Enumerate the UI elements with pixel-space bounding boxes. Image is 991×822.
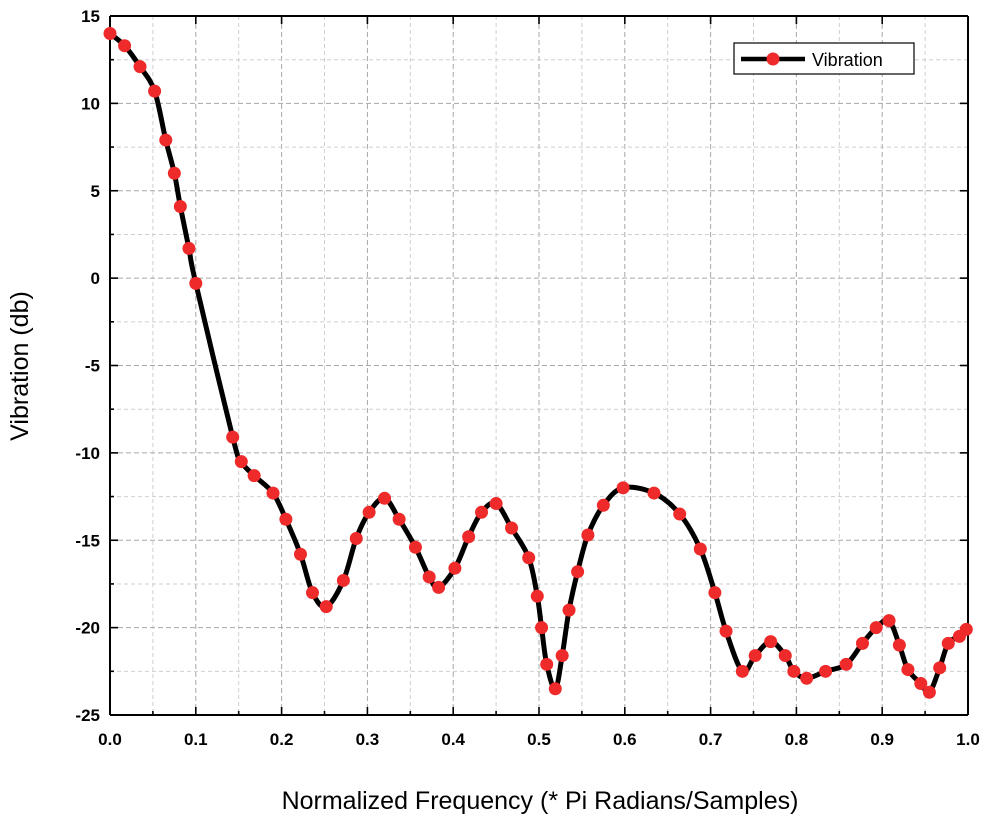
x-tick-label: 0.4 <box>441 730 465 749</box>
data-point <box>226 430 240 444</box>
data-point <box>148 84 162 98</box>
data-point <box>189 276 203 290</box>
data-point <box>719 624 733 638</box>
data-point <box>392 512 406 526</box>
data-point <box>581 528 595 542</box>
data-point <box>735 664 749 678</box>
data-point <box>555 649 569 663</box>
data-point <box>234 455 248 469</box>
data-point <box>448 561 462 575</box>
data-point <box>408 540 422 554</box>
data-point <box>505 521 519 535</box>
data-point <box>103 26 117 40</box>
data-point <box>167 166 181 180</box>
data-point <box>548 682 562 696</box>
data-point <box>133 60 147 74</box>
data-point <box>748 649 762 663</box>
data-point <box>787 664 801 678</box>
y-tick-label: -20 <box>75 619 100 638</box>
y-tick-label: 5 <box>91 182 100 201</box>
data-point <box>336 573 350 587</box>
x-tick-label: 0.6 <box>613 730 637 749</box>
data-point <box>247 469 261 483</box>
data-point <box>800 671 814 685</box>
y-tick-label: 10 <box>81 94 100 113</box>
data-point <box>647 486 661 500</box>
data-point <box>159 133 173 147</box>
data-point <box>869 621 883 635</box>
data-point <box>362 505 376 519</box>
data-point <box>882 614 896 628</box>
data-point <box>535 621 549 635</box>
data-point <box>571 565 585 579</box>
data-point <box>673 507 687 521</box>
data-point <box>422 570 436 584</box>
data-point <box>892 638 906 652</box>
data-point <box>522 551 536 565</box>
marker-layer <box>103 26 973 699</box>
y-tick-label: -5 <box>85 357 100 376</box>
data-point <box>540 657 554 671</box>
x-tick-label: 1.0 <box>956 730 980 749</box>
data-point <box>319 600 333 614</box>
y-tick-label: 0 <box>91 269 100 288</box>
x-axis-title: Normalized Frequency (* Pi Radians/Sampl… <box>282 787 799 815</box>
x-tick-label: 0.0 <box>98 730 122 749</box>
data-point <box>432 580 446 594</box>
data-point <box>819 664 833 678</box>
data-point <box>173 199 187 213</box>
data-point <box>914 677 928 691</box>
x-tick-label: 0.7 <box>699 730 723 749</box>
x-tick-label: 0.3 <box>356 730 380 749</box>
data-point <box>959 622 973 636</box>
data-point <box>462 530 476 544</box>
data-point <box>349 532 363 546</box>
data-point <box>118 39 132 53</box>
data-point <box>616 481 630 495</box>
data-point <box>839 657 853 671</box>
y-tick-label: -25 <box>75 706 100 725</box>
data-point <box>293 547 307 561</box>
y-tick-label: 15 <box>81 7 100 26</box>
x-tick-label: 0.1 <box>184 730 208 749</box>
data-point <box>530 589 544 603</box>
data-point <box>901 663 915 677</box>
data-point <box>708 586 722 600</box>
y-axis-title: Vibration (db) <box>6 291 34 441</box>
data-point <box>305 586 319 600</box>
legend-marker-sample <box>766 52 780 66</box>
y-tick-label: -10 <box>75 444 100 463</box>
data-point <box>378 491 392 505</box>
axes: 0.0 0.1 0.2 0.3 0.4 0.5 0.6 0.7 0.8 0.9 1.0 -25 -20 -… <box>75 7 979 749</box>
legend-label: Vibration <box>812 50 883 70</box>
data-point <box>922 685 936 699</box>
data-point <box>489 497 503 511</box>
data-point <box>693 542 707 556</box>
x-tick-label: 0.8 <box>785 730 809 749</box>
x-tick-label: 0.2 <box>270 730 294 749</box>
data-point <box>764 635 778 649</box>
data-point <box>596 498 610 512</box>
data-point <box>562 603 576 617</box>
data-point <box>475 505 489 519</box>
data-point <box>279 512 293 526</box>
y-tick-label: -15 <box>75 531 100 550</box>
x-tick-label: 0.9 <box>870 730 894 749</box>
legend: Vibration <box>733 42 915 75</box>
data-point <box>266 486 280 500</box>
gridlines <box>110 16 968 715</box>
data-point <box>933 661 947 675</box>
x-tick-label: 0.5 <box>527 730 551 749</box>
data-point <box>855 636 869 650</box>
data-point <box>778 649 792 663</box>
data-point <box>182 241 196 255</box>
data-point <box>941 636 955 650</box>
